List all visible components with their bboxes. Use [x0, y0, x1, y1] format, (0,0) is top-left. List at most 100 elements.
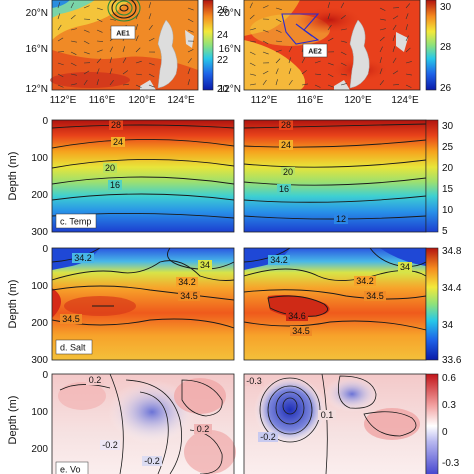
salt-panel-label: d. Salt	[60, 343, 86, 353]
vector-arrow	[135, 24, 138, 31]
vector-arrow	[275, 58, 281, 64]
eddy-contours-ae1	[107, 0, 141, 22]
vo-left-label-1: -0.2	[102, 440, 118, 450]
vector-arrow	[314, 73, 321, 76]
cbar-vo-tick-1: 0.3	[442, 400, 456, 411]
vector-arrow	[148, 13, 152, 20]
temp-right-label-16: 16	[279, 184, 289, 194]
vector-arrow	[148, 2, 151, 9]
temp-ytick-2: 200	[31, 190, 48, 201]
vector-arrow	[148, 24, 153, 31]
vector-arrow	[262, 70, 269, 75]
vector-arrow	[275, 79, 278, 86]
vector-arrow	[262, 51, 269, 55]
vector-arrow	[392, 46, 396, 53]
vector-arrow	[57, 13, 61, 20]
vector-arrow	[57, 37, 64, 42]
cbar-temp-tick-4: 10	[442, 205, 454, 216]
temp-contours-right	[244, 123, 426, 220]
vector-arrow	[379, 57, 382, 64]
vo-contours-right	[259, 374, 417, 474]
colorbar-temp	[425, 119, 439, 233]
vector-arrow	[405, 35, 409, 42]
vector-arrow	[327, 13, 331, 20]
cbar-right-tick-2: 26	[440, 83, 452, 94]
map-right-xtick-1: 116°E	[297, 95, 324, 106]
vector-arrow	[148, 62, 155, 66]
temp-panel-label: c. Temp	[60, 217, 91, 227]
salt-ytick-0: 0	[42, 244, 48, 255]
vector-arrow	[70, 2, 74, 9]
map-right-xtick-0: 112°E	[251, 95, 278, 106]
vector-arrow	[187, 49, 194, 53]
vector-arrow	[249, 51, 256, 55]
salt-right-label-5: 34.5	[292, 326, 310, 336]
vector-arrow	[405, 47, 411, 53]
salt-left-label-4: 34.5	[62, 314, 80, 324]
vector-arrow	[96, 49, 103, 53]
temp-left-label-16: 16	[110, 180, 120, 190]
vo-section-panels: 0.2 -0.2 -0.2 0.2 -0.3 0.1 -0.2 e. Vo 0 …	[7, 370, 460, 474]
vector-arrow	[288, 68, 292, 75]
vector-arrow	[122, 70, 129, 75]
vector-arrow	[135, 35, 139, 42]
vector-arrow	[379, 68, 383, 75]
vector-arrow	[96, 79, 99, 86]
vector-arrow	[57, 73, 64, 78]
map-right-ytick-0: 20°N	[219, 8, 241, 19]
temp-right-label-24: 24	[281, 140, 291, 150]
map-left-ytick-0: 20°N	[26, 8, 48, 19]
vector-arrow	[340, 2, 345, 9]
vector-arrow	[109, 80, 114, 86]
temp-right-label-12: 12	[336, 214, 346, 224]
annotation-ae1: AE1	[116, 31, 130, 38]
vo-contour-labels-left: 0.2 -0.2 -0.2 0.2	[86, 375, 212, 466]
vector-arrow	[392, 24, 397, 31]
vector-arrow	[70, 14, 76, 20]
cbar-salt-tick-1: 34.4	[442, 283, 462, 294]
vector-arrow	[148, 84, 155, 88]
salt-contour-labels-right: 34.2 34 34.2 34.5 34.6 34.5	[268, 255, 412, 336]
colorbar-salt	[425, 247, 439, 361]
vector-arrow	[96, 7, 103, 11]
temp-ylabel: Depth (m)	[7, 152, 19, 201]
salt-ytick-3: 300	[31, 355, 48, 366]
vector-arrow	[392, 84, 400, 86]
vector-arrow	[262, 29, 269, 33]
temp-ytick-1: 100	[31, 153, 48, 164]
salt-left-label-1: 34	[200, 260, 210, 270]
cbar-temp-tick-5: 5	[442, 226, 448, 237]
map-right-xtick-2: 120°E	[344, 95, 372, 106]
vector-arrow	[379, 80, 385, 86]
vector-arrow	[275, 68, 279, 75]
vector-arrow	[327, 2, 330, 9]
map-left-xtick-3: 124°E	[167, 95, 195, 106]
vector-arrow	[327, 37, 334, 42]
vector-arrow	[327, 62, 334, 66]
vector-arrow	[83, 40, 90, 45]
vector-arrow	[379, 46, 383, 53]
temp-ytick-0: 0	[42, 116, 48, 127]
vector-arrow	[122, 83, 129, 86]
vector-arrow	[405, 61, 412, 64]
vector-arrow	[187, 79, 190, 86]
vector-arrow	[135, 73, 142, 76]
salt-right-label-0: 34.2	[270, 255, 288, 265]
vector-arrow	[83, 51, 90, 55]
vo-left-label-3: 0.2	[197, 424, 210, 434]
salt-section-panels: 34.2 34 34.2 34.5 34.5 34.2 34 34.2 34.5…	[7, 244, 462, 366]
vector-arrow	[392, 15, 399, 20]
vector-arrow	[109, 57, 112, 64]
cbar-salt-tick-2: 34	[442, 320, 454, 331]
cbar-salt-tick-0: 34.8	[442, 246, 462, 257]
vector-arrow	[70, 40, 77, 43]
temp-right-label-28: 28	[281, 120, 291, 130]
vector-arrow	[148, 73, 155, 78]
vector-arrow	[249, 28, 256, 31]
vector-arrow	[327, 24, 332, 31]
map-left-xtick-1: 116°E	[89, 95, 116, 106]
vector-arrow	[70, 73, 77, 76]
vector-arrow	[340, 83, 347, 86]
vo-right-label-1: 0.1	[321, 410, 334, 420]
colorbar-vo	[425, 373, 439, 474]
